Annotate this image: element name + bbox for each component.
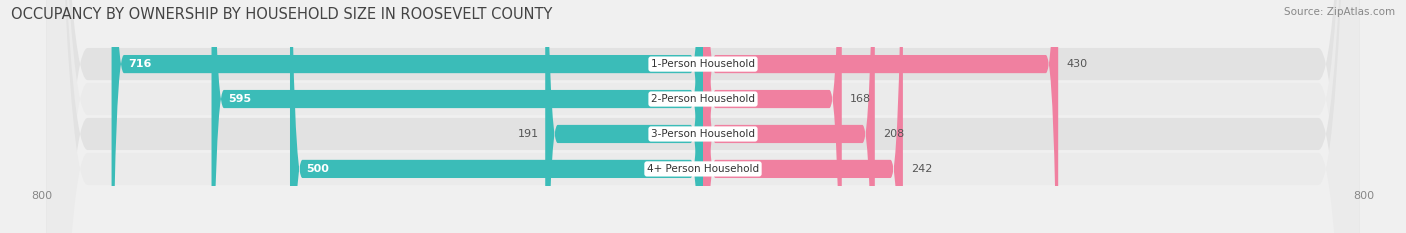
FancyBboxPatch shape	[290, 0, 703, 233]
FancyBboxPatch shape	[703, 0, 875, 233]
FancyBboxPatch shape	[703, 0, 903, 233]
Text: 4+ Person Household: 4+ Person Household	[647, 164, 759, 174]
FancyBboxPatch shape	[46, 0, 1360, 233]
Text: 242: 242	[911, 164, 932, 174]
FancyBboxPatch shape	[46, 0, 1360, 233]
Text: Source: ZipAtlas.com: Source: ZipAtlas.com	[1284, 7, 1395, 17]
FancyBboxPatch shape	[46, 0, 1360, 233]
FancyBboxPatch shape	[703, 0, 1059, 233]
Text: 430: 430	[1066, 59, 1088, 69]
Text: 716: 716	[128, 59, 152, 69]
Text: 500: 500	[307, 164, 329, 174]
FancyBboxPatch shape	[46, 0, 1360, 233]
FancyBboxPatch shape	[703, 0, 842, 233]
Text: 3-Person Household: 3-Person Household	[651, 129, 755, 139]
Text: 595: 595	[228, 94, 252, 104]
Text: 2-Person Household: 2-Person Household	[651, 94, 755, 104]
FancyBboxPatch shape	[111, 0, 703, 233]
Text: OCCUPANCY BY OWNERSHIP BY HOUSEHOLD SIZE IN ROOSEVELT COUNTY: OCCUPANCY BY OWNERSHIP BY HOUSEHOLD SIZE…	[11, 7, 553, 22]
FancyBboxPatch shape	[546, 0, 703, 233]
Text: 191: 191	[517, 129, 538, 139]
Text: 168: 168	[851, 94, 872, 104]
Text: 208: 208	[883, 129, 904, 139]
FancyBboxPatch shape	[211, 0, 703, 233]
Text: 1-Person Household: 1-Person Household	[651, 59, 755, 69]
